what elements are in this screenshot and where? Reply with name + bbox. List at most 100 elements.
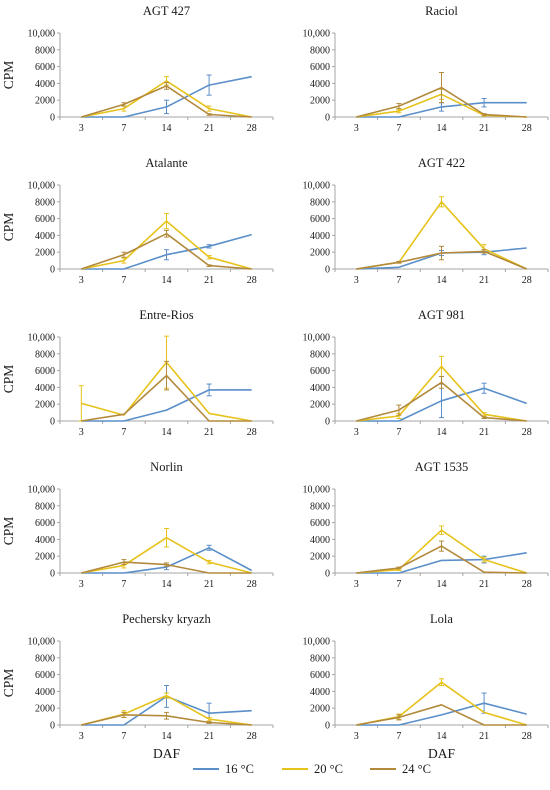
error-bar bbox=[206, 264, 212, 267]
y-tick-label: 0 bbox=[50, 265, 55, 276]
y-axis-label: CPM bbox=[1, 61, 16, 90]
legend-item: 20 °C bbox=[282, 762, 343, 776]
x-tick-label: 7 bbox=[396, 123, 401, 134]
y-tick-label: 2000 bbox=[35, 552, 55, 563]
error-bar bbox=[164, 562, 169, 567]
x-tick-label: 14 bbox=[437, 579, 447, 590]
error-bar bbox=[481, 113, 487, 116]
series-3 bbox=[81, 229, 252, 270]
x-tick-label: 14 bbox=[162, 731, 172, 742]
x-tick-label: 3 bbox=[79, 123, 84, 134]
series-3 bbox=[81, 82, 252, 118]
error-bar bbox=[206, 255, 212, 260]
x-axis-label: DAF bbox=[153, 746, 180, 761]
error-bar bbox=[481, 556, 487, 563]
error-bar bbox=[206, 716, 212, 722]
series-2 bbox=[81, 213, 252, 270]
y-tick-label: 2000 bbox=[35, 248, 55, 259]
x-tick-label: 28 bbox=[247, 731, 257, 742]
x-tick-label: 7 bbox=[396, 275, 401, 286]
y-tick-label: 0 bbox=[50, 113, 55, 124]
legend-label: 20 °C bbox=[314, 762, 343, 776]
error-bar bbox=[206, 544, 212, 551]
y-tick-label: 0 bbox=[325, 417, 330, 428]
y-tick-label: 2000 bbox=[310, 704, 330, 715]
panel-7: Norlin 0 2000 4000 6000 8000 10,000 3 7 14 21 28 CPM bbox=[1, 460, 274, 590]
y-tick-label: 10,000 bbox=[28, 29, 56, 40]
error-bar bbox=[396, 260, 402, 264]
panel-title: AGT 422 bbox=[418, 156, 465, 170]
y-tick-label: 0 bbox=[50, 721, 55, 732]
x-tick-label: 21 bbox=[204, 275, 214, 286]
y-tick-label: 6000 bbox=[310, 518, 330, 529]
panel-title: AGT 981 bbox=[418, 308, 465, 322]
error-bar bbox=[164, 249, 169, 261]
y-tick-label: 4000 bbox=[310, 79, 330, 90]
x-tick-label: 21 bbox=[204, 731, 214, 742]
y-tick-label: 10,000 bbox=[303, 333, 331, 344]
y-tick-label: 4000 bbox=[310, 231, 330, 242]
y-tick-label: 0 bbox=[325, 569, 330, 580]
series-3 bbox=[81, 559, 252, 574]
y-tick-label: 6000 bbox=[35, 518, 55, 529]
series-1 bbox=[81, 74, 252, 118]
x-tick-label: 28 bbox=[247, 427, 257, 438]
error-bar bbox=[396, 103, 402, 110]
x-tick-label: 3 bbox=[354, 579, 359, 590]
error-bar bbox=[439, 375, 444, 389]
x-tick-label: 7 bbox=[121, 123, 126, 134]
panel-5: Entre-Rios 0 2000 4000 6000 8000 10,000 3 7 14 21 2… bbox=[1, 308, 274, 438]
error-bar bbox=[206, 383, 212, 397]
series-1 bbox=[356, 98, 527, 118]
error-bar bbox=[439, 525, 444, 535]
y-tick-label: 2000 bbox=[35, 704, 55, 715]
x-tick-label: 7 bbox=[396, 427, 401, 438]
error-bar bbox=[206, 74, 212, 96]
y-tick-label: 4000 bbox=[35, 535, 55, 546]
y-tick-label: 10,000 bbox=[28, 333, 56, 344]
y-tick-label: 10,000 bbox=[28, 485, 56, 496]
panel-4: AGT 422 0 2000 4000 6000 8000 10,000 3 7 14 21 28 bbox=[303, 156, 549, 286]
error-bar bbox=[121, 257, 127, 264]
x-tick-label: 3 bbox=[79, 275, 84, 286]
error-bar bbox=[206, 105, 212, 112]
y-tick-label: 8000 bbox=[310, 45, 330, 56]
x-tick-label: 28 bbox=[522, 275, 532, 286]
y-tick-label: 6000 bbox=[310, 670, 330, 681]
error-bar bbox=[439, 540, 444, 552]
y-tick-label: 8000 bbox=[35, 349, 55, 360]
y-tick-label: 6000 bbox=[310, 214, 330, 225]
error-bar bbox=[396, 714, 402, 721]
x-tick-label: 7 bbox=[121, 579, 126, 590]
error-bar bbox=[206, 113, 212, 116]
error-bar bbox=[164, 692, 169, 699]
series-3 bbox=[81, 711, 252, 726]
x-tick-label: 3 bbox=[354, 427, 359, 438]
y-tick-label: 10,000 bbox=[28, 181, 56, 192]
x-tick-label: 21 bbox=[204, 579, 214, 590]
y-tick-label: 8000 bbox=[35, 197, 55, 208]
error-bar bbox=[439, 245, 444, 261]
series-line bbox=[356, 552, 527, 574]
y-tick-label: 6000 bbox=[35, 62, 55, 73]
x-axis-label: DAF bbox=[428, 746, 455, 761]
error-bar bbox=[164, 527, 169, 548]
error-bar bbox=[206, 721, 212, 724]
series-3 bbox=[356, 375, 527, 422]
x-tick-label: 3 bbox=[354, 123, 359, 134]
series-2 bbox=[81, 692, 252, 726]
y-tick-label: 2000 bbox=[310, 248, 330, 259]
y-tick-label: 6000 bbox=[310, 62, 330, 73]
x-tick-label: 21 bbox=[204, 427, 214, 438]
panel-title: Atalante bbox=[145, 156, 188, 170]
x-tick-label: 28 bbox=[522, 731, 532, 742]
y-tick-label: 4000 bbox=[35, 383, 55, 394]
error-bar bbox=[164, 229, 169, 238]
y-tick-label: 0 bbox=[50, 569, 55, 580]
y-tick-label: 2000 bbox=[35, 96, 55, 107]
x-tick-label: 21 bbox=[479, 123, 489, 134]
panel-title: Entre-Rios bbox=[139, 308, 193, 322]
series-2 bbox=[356, 678, 527, 726]
y-axis-label: CPM bbox=[1, 365, 16, 394]
x-tick-label: 14 bbox=[162, 579, 172, 590]
